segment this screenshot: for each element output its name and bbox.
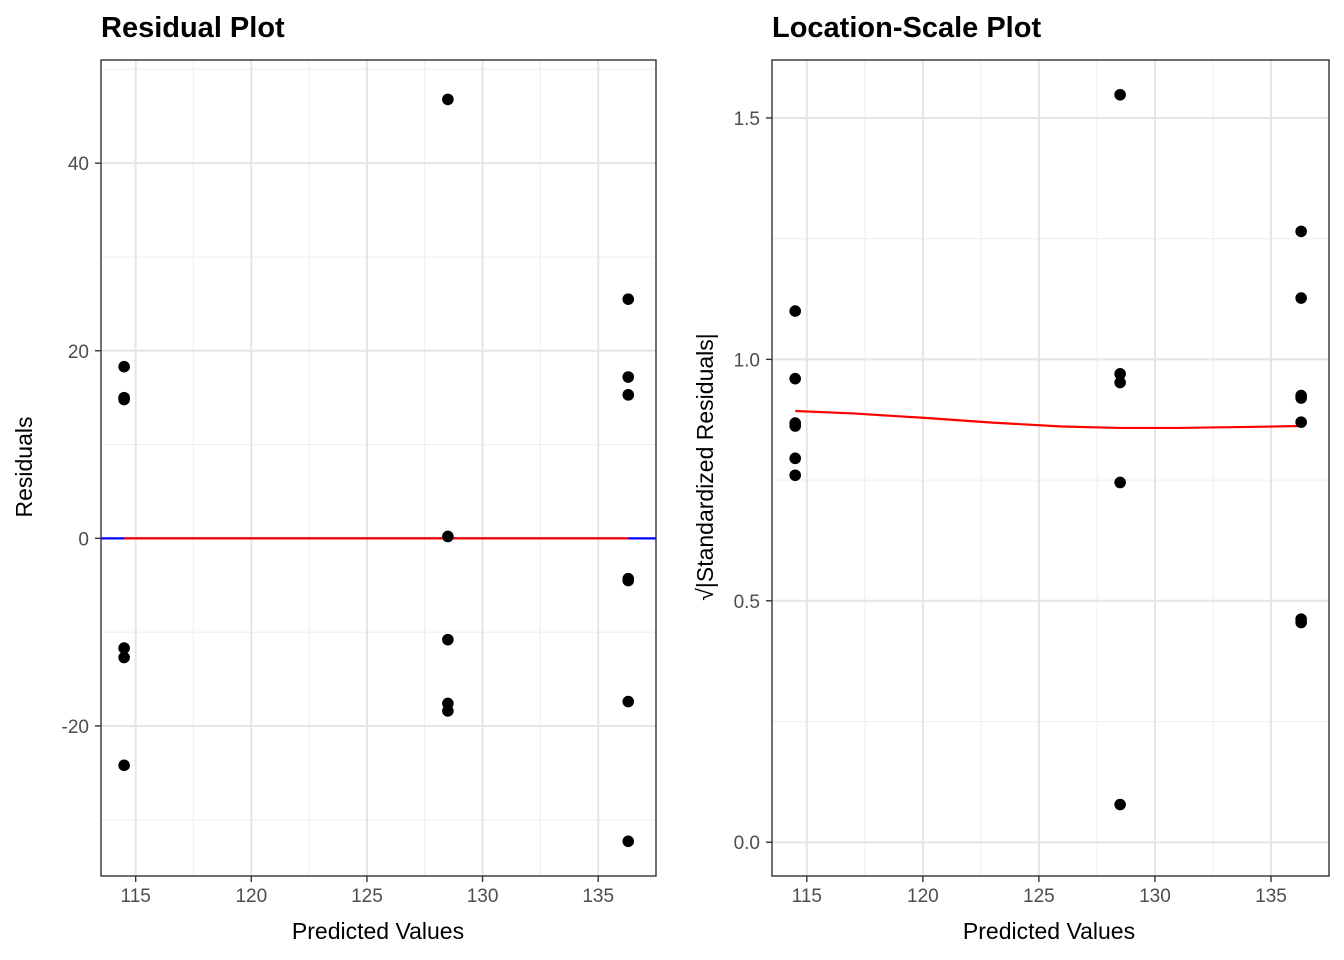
residual-plot-title: Residual Plot [101,12,285,44]
location-scale-plot-y-axis-label: √|Standardized Residuals| [692,333,718,601]
location-scale-plot-y-tick-label: 0.5 [734,592,760,613]
location-scale-plot-x-tick-label: 115 [792,886,822,907]
residual-plot-data-point [118,360,130,373]
location-scale-plot-data-point [789,420,802,432]
location-scale-plot-y-tick-label: 1.0 [734,350,760,371]
location-scale-plot-data-point [1114,476,1126,489]
location-scale-plot-panel-border [771,59,1330,877]
residual-plot-y-tick-label: 40 [68,154,89,175]
location-scale-plot-data-point [1114,368,1126,380]
residual-plot-x-tick-label: 115 [121,886,151,907]
residual-plot-data-point [622,371,635,383]
residual-plot-x-tick-label: 120 [235,886,267,907]
location-scale-plot-panel: Location-Scale Plot Predicted Values √|S… [692,12,1330,944]
residual-plot-x-tick-label: 125 [351,886,383,907]
location-scale-plot-data-point [789,305,802,317]
location-scale-plot-x-tick-label: 130 [1139,886,1171,907]
residual-plot-x-tick-label: 135 [582,886,614,907]
residual-plot-data-point [622,835,635,848]
residual-plot-data-point [442,705,454,717]
location-scale-plot-y-tick-label: 1.5 [734,109,760,130]
location-scale-plot-data-point [1295,292,1307,304]
location-scale-plot-data-point [1114,88,1126,101]
location-scale-plot-y-tick-label: 0.0 [734,833,760,854]
location-scale-plot-data-point [1295,392,1307,404]
location-scale-plot-data-point [1295,225,1307,238]
residual-plot-data-point [622,293,635,305]
residual-plot-data-point [442,93,454,106]
residual-plot-data-point [118,642,130,654]
residual-plot-data-point [118,393,130,406]
residual-plot-data-point [442,530,454,543]
residual-plot-y-tick-label: -20 [62,717,89,738]
location-scale-plot-title: Location-Scale Plot [772,12,1041,44]
residual-plot-y-tick-label: 0 [78,529,89,550]
location-scale-plot-fit-line [795,409,1302,430]
location-scale-plot-data-point [1114,798,1126,811]
location-scale-plot-data-point [1295,616,1307,629]
location-scale-plot-data-point [789,372,802,385]
residual-plot-y-tick-label: 20 [68,342,89,363]
residual-plot-panel-border [100,59,657,877]
location-scale-plot-data-point [789,452,802,465]
residual-plot-data-point [118,759,130,772]
residual-plot-data-point [622,389,635,401]
residual-plot-x-axis-label: Predicted Values [292,918,464,944]
location-scale-plot-plot-area [772,60,1329,876]
location-scale-plot-x-tick-label: 125 [1023,886,1055,907]
residual-plot-data-point [622,574,635,587]
residual-plot-data-point [622,695,635,708]
residual-plot-data-point [442,633,454,646]
residual-plot-plot-area [101,60,656,876]
location-scale-plot-data-point [1114,376,1126,389]
residual-plot-panel: Residual Plot Predicted Values Residuals… [11,12,657,944]
location-scale-plot-data-point [789,469,802,482]
residual-plot-y-axis-label: Residuals [11,417,37,518]
residual-plot-data-point [118,651,130,664]
residual-plot-x-tick-label: 130 [467,886,499,907]
location-scale-plot-x-axis-label: Predicted Values [963,918,1135,944]
location-scale-plot-x-tick-label: 120 [907,886,939,907]
location-scale-plot-x-tick-label: 135 [1255,886,1287,907]
location-scale-plot-data-point [1295,416,1307,428]
